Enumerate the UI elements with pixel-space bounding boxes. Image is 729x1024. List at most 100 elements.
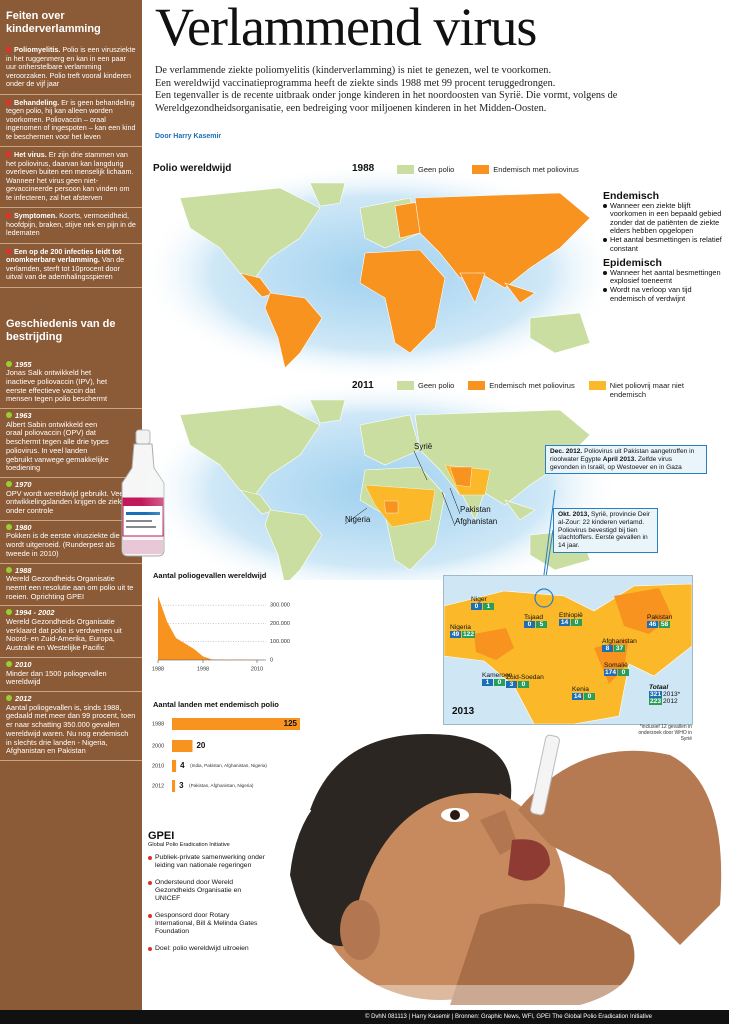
value-label: 20 bbox=[196, 741, 205, 750]
history-year: 1980 bbox=[6, 523, 136, 533]
fact: Behandeling. Er is geen behandeling tege… bbox=[0, 95, 142, 147]
country: Zuid-Soedan 3 0 bbox=[506, 674, 544, 688]
country: Tsjaad 0 5 bbox=[524, 614, 548, 628]
total-row: 223 2012 bbox=[649, 698, 680, 705]
history-item: 1980 Pokken is de eerste virusziekte die … bbox=[0, 521, 142, 564]
country-name: Tsjaad bbox=[524, 614, 544, 621]
country-label: Afghanistan bbox=[455, 517, 497, 526]
country: Somalië 174 0 bbox=[604, 662, 630, 676]
history-year: 1988 bbox=[6, 566, 136, 576]
land bbox=[359, 414, 421, 466]
total-row: 321 2013* bbox=[649, 691, 680, 698]
map-year: 1988 bbox=[352, 163, 375, 174]
intro-line: De verlammende ziekte poliomyelitis (kin… bbox=[155, 65, 552, 76]
region bbox=[364, 484, 436, 528]
cases-2013: 174 bbox=[604, 669, 618, 676]
callout-text: Poliovirus uit Pakistan aangetroffen in … bbox=[550, 448, 695, 463]
chart-title: Aantal poliogevallen wereldwijd bbox=[153, 571, 267, 580]
cases-2012: 0 bbox=[518, 681, 529, 688]
country: Niger 0 1 bbox=[471, 596, 495, 610]
area bbox=[158, 596, 266, 660]
region bbox=[383, 500, 399, 514]
bar-note: (Pakistan, Afghanistan, Nigeria) bbox=[189, 783, 254, 788]
footer: © DvhN 081113 | Harry Kasemir | Bronnen:… bbox=[0, 1010, 729, 1024]
cases-2013: 3 bbox=[506, 681, 517, 688]
legend-swatch bbox=[468, 381, 486, 390]
legend-label: Endemisch met poliovirus bbox=[493, 165, 579, 174]
map-year: 2011 bbox=[352, 380, 374, 391]
total-label: Totaal bbox=[649, 684, 669, 691]
fact-text: Er is geen behandeling tegen polio, hij … bbox=[6, 97, 136, 141]
gpei-bullets: Publiek-private samenwerking onder leidi… bbox=[148, 854, 268, 953]
history-text: Albert Sabin ontwikkeld een oraal poliov… bbox=[6, 419, 109, 473]
history-item: 2010 Minder dan 1500 poliogevallen wereld… bbox=[0, 658, 142, 692]
legend-swatch bbox=[397, 165, 414, 174]
callout-date: April 2013. bbox=[602, 455, 637, 463]
fact-text: Er zijn drie stammen van het poliovirus,… bbox=[6, 150, 134, 202]
cases-2013: 46 bbox=[647, 621, 658, 628]
definition-bullet: Wordt na verloop van tijd endemisch of v… bbox=[603, 285, 727, 303]
definition-bullet: Wanneer een ziekte blijft voorkomen in e… bbox=[603, 201, 727, 236]
country: Kameroen 1 0 bbox=[482, 672, 512, 686]
history-text: Minder dan 1500 poliogevallen wereldwijd bbox=[6, 668, 107, 687]
land bbox=[359, 249, 446, 354]
country-name: Nigeria bbox=[450, 624, 471, 631]
callout-date: Okt. 2013, bbox=[558, 511, 590, 518]
history-item: 1955 Jonas Salk ontwikkeld het inactieve … bbox=[0, 358, 142, 410]
legend-item: Endemisch met poliovirus bbox=[472, 165, 579, 174]
history-item: 1970 OPV wordt wereldwijd gebruikt. Veel … bbox=[0, 478, 142, 521]
title: Verlammend virus bbox=[155, 0, 537, 57]
cases-2012: 5 bbox=[536, 621, 547, 628]
x-tick-label: 1998 bbox=[197, 666, 209, 672]
cases-2012: 0 bbox=[584, 693, 595, 700]
fact-head: Poliomyelitis. bbox=[6, 45, 60, 54]
gpei-bullet: Doel: polio wereldwijd uitroeien bbox=[148, 945, 268, 953]
history-text: Wereld Gezondheids Organisatie neemt een… bbox=[6, 574, 134, 601]
definition-title: Endemisch bbox=[603, 190, 660, 202]
history-item: 2012 Aantal poliogevallen is, sinds 1988,… bbox=[0, 692, 142, 761]
history-year: 2010 bbox=[6, 660, 136, 670]
intro-line: Een tegenvaller is de recente uitbraak o… bbox=[155, 90, 618, 114]
land bbox=[504, 282, 536, 304]
history-year: 1955 bbox=[6, 360, 112, 370]
total-year: 2013* bbox=[663, 691, 681, 698]
gpei-bullet: Gesponsord door Rotary International, Bi… bbox=[148, 912, 268, 936]
y-tick-label: 0 bbox=[270, 657, 273, 663]
land bbox=[179, 404, 321, 496]
land bbox=[179, 187, 321, 279]
land bbox=[529, 312, 591, 354]
callout-text: Syrië, provincie Deir al-Zour: 22 kinder… bbox=[558, 511, 650, 550]
callout-date: Dec. 2012. bbox=[550, 448, 583, 455]
facts-title: Feiten over kinderverlamming bbox=[6, 10, 101, 35]
fact-head: Het virus. bbox=[6, 150, 47, 159]
bar-chart: 1988 125 2000 20 2010 4 (India, Pakistan, Afgh… bbox=[152, 718, 300, 792]
legend-swatch bbox=[588, 381, 606, 390]
country-label: Nigeria bbox=[345, 515, 371, 524]
fact: Poliomyelitis. Polio is een virusziekte … bbox=[0, 42, 142, 95]
legend-item: Niet poliovrij maar niet endemisch bbox=[588, 381, 699, 399]
gpei-subtitle: Global Polio Eradication Initiative bbox=[148, 842, 230, 848]
country: Afghanistan 8 37 bbox=[602, 638, 637, 652]
country-name: Somalië bbox=[604, 662, 628, 669]
cases-2012: 122 bbox=[462, 631, 476, 638]
legend-swatch bbox=[397, 381, 414, 390]
fact-head: Een op de 200 infecties leidt tot onomke… bbox=[6, 246, 122, 264]
fact-head: Behandeling. bbox=[6, 98, 59, 107]
gpei-bullet: Ondersteund door Wereld Gezondheids Orga… bbox=[148, 879, 268, 903]
history-year: 2012 bbox=[6, 694, 136, 704]
facts: Poliomyelitis. Polio is een virusziekte … bbox=[0, 42, 142, 288]
country-label: Pakistan bbox=[460, 505, 491, 514]
category-label: 2000 bbox=[152, 743, 164, 749]
history: 1955 Jonas Salk ontwikkeld het inactieve … bbox=[0, 358, 142, 761]
history-item: 1988 Wereld Gezondheids Organisatie neemt… bbox=[0, 564, 142, 607]
cases-2013: 14 bbox=[572, 693, 583, 700]
y-tick-label: 100.000 bbox=[270, 639, 290, 645]
total: Totaal 321 2013* 223 2012 bbox=[649, 684, 680, 705]
history-year: 1994 - 2002 bbox=[6, 609, 136, 618]
callout: Okt. 2013, Syrië, provincie Deir al-Zour… bbox=[553, 508, 658, 553]
x-tick-label: 2010 bbox=[251, 666, 263, 672]
gpei-bullet: Publiek-private samenwerking onder leidi… bbox=[148, 854, 268, 870]
land bbox=[414, 192, 591, 289]
intro: De verlammende ziekte poliomyelitis (kin… bbox=[155, 65, 715, 115]
